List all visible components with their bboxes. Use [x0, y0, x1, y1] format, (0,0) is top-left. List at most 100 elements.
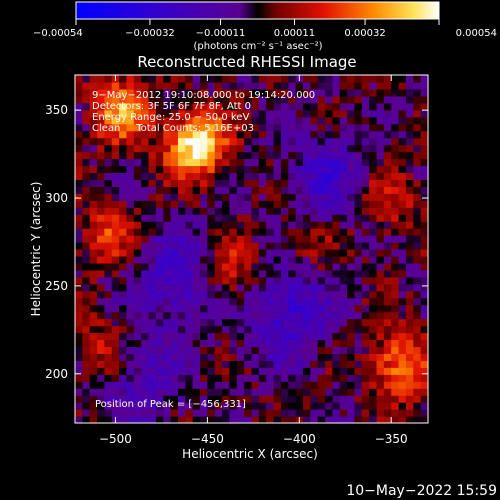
heatmap-cell — [236, 269, 245, 278]
heatmap-cell — [376, 137, 385, 146]
heatmap-cell — [339, 228, 348, 236]
heatmap-cell — [133, 186, 142, 194]
heatmap-cell — [288, 95, 297, 104]
heatmap-cell — [420, 116, 428, 125]
heatmap-cell — [347, 95, 356, 104]
heatmap-cell — [347, 325, 356, 334]
heatmap-cell — [141, 304, 150, 313]
heatmap-cell — [258, 332, 267, 341]
heatmap-cell — [244, 75, 253, 83]
heatmap-cell — [332, 130, 341, 139]
heatmap-cell — [376, 75, 385, 83]
heatmap-cell — [273, 207, 282, 215]
heatmap-cell — [354, 402, 363, 410]
heatmap-cell — [119, 346, 128, 354]
heatmap-cell — [126, 102, 135, 111]
heatmap-cell — [310, 186, 319, 194]
heatmap-cell — [383, 172, 392, 180]
heatmap-cell — [141, 249, 150, 257]
heatmap-cell — [89, 249, 98, 257]
heatmap-cell — [317, 346, 326, 354]
heatmap-cell — [383, 269, 392, 278]
heatmap-cell — [214, 102, 223, 111]
heatmap-cell — [148, 214, 157, 222]
heatmap-cell — [398, 381, 407, 389]
heatmap-cell — [391, 332, 400, 341]
heatmap-cell — [361, 137, 370, 146]
heatmap-cell — [236, 102, 245, 111]
heatmap-cell — [325, 269, 333, 278]
heatmap-cell — [376, 332, 385, 341]
heatmap-cell — [391, 109, 400, 118]
heatmap-cell — [258, 207, 267, 215]
heatmap-cell — [207, 102, 216, 111]
heatmap-cell — [200, 367, 208, 375]
heatmap-cell — [185, 269, 194, 278]
heatmap-cell — [347, 304, 356, 313]
heatmap-cell — [280, 193, 289, 201]
heatmap-cell — [295, 255, 304, 264]
heatmap-cell — [111, 276, 120, 285]
heatmap-cell — [141, 193, 150, 201]
heatmap-cell — [229, 395, 238, 403]
heatmap-cell — [258, 228, 267, 236]
heatmap-cell — [258, 381, 267, 389]
heatmap-cell — [111, 200, 120, 208]
heatmap-cell — [347, 276, 356, 285]
heatmap-cell — [369, 339, 378, 348]
heatmap-cell — [177, 242, 186, 250]
heatmap-cell — [163, 283, 172, 292]
colorbar-tick-label: −0.00032 — [125, 28, 175, 39]
heatmap-cell — [148, 75, 157, 83]
heatmap-cell — [192, 130, 201, 139]
heatmap-cell — [111, 374, 120, 382]
heatmap-cell — [383, 367, 392, 375]
heatmap-cell — [280, 332, 289, 341]
heatmap-cell — [133, 235, 142, 243]
heatmap-cell — [391, 186, 400, 194]
heatmap-cell — [155, 346, 164, 354]
heatmap-cell — [325, 151, 333, 160]
heatmap-cell — [288, 151, 297, 160]
heatmap-cell — [332, 81, 341, 90]
heatmap-cell — [207, 346, 216, 354]
heatmap-cell — [369, 290, 378, 299]
heatmap-cell — [185, 221, 194, 229]
heatmap-cell — [288, 388, 297, 396]
heatmap-cell — [376, 388, 385, 396]
heatmap-cell — [398, 81, 407, 90]
heatmap-cell — [185, 144, 194, 153]
heatmap-cell — [89, 179, 98, 187]
heatmap-cell — [280, 165, 289, 174]
heatmap-cell — [141, 346, 150, 354]
heatmap-cell — [273, 276, 282, 285]
heatmap-cell — [104, 165, 113, 174]
heatmap-cell — [133, 123, 142, 132]
heatmap-cell — [185, 360, 194, 368]
heatmap-cell — [288, 186, 297, 194]
heatmap-cell — [133, 95, 142, 104]
heatmap-cell — [398, 158, 407, 167]
heatmap-cell — [317, 75, 326, 83]
heatmap-cell — [413, 165, 422, 174]
heatmap-cell — [332, 95, 341, 104]
heatmap-cell — [155, 325, 164, 334]
heatmap-cell — [141, 137, 150, 146]
heatmap-cell — [369, 102, 378, 111]
heatmap-cell — [104, 325, 113, 334]
heatmap-cell — [236, 325, 245, 334]
heatmap-cell — [325, 388, 333, 396]
heatmap-cell — [339, 137, 348, 146]
heatmap-cell — [398, 242, 407, 250]
heatmap-cell — [354, 283, 363, 292]
heatmap-cell — [97, 395, 106, 403]
heatmap-cell — [339, 200, 348, 208]
heatmap-cell — [280, 116, 289, 125]
heatmap-cell — [317, 123, 326, 132]
heatmap-cell — [82, 255, 91, 264]
colorbar-tick-label: 0.00054 — [456, 28, 497, 39]
heatmap-cell — [354, 304, 363, 313]
heatmap-cell — [119, 165, 128, 174]
heatmap-cell — [126, 221, 135, 229]
heatmap-cell — [317, 193, 326, 201]
